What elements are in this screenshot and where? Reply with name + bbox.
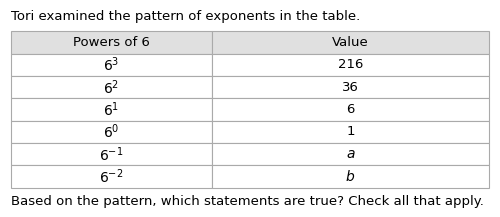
Text: 1: 1 [346, 125, 354, 138]
Text: $\mathit{b}$: $\mathit{b}$ [346, 169, 356, 184]
Bar [11, 76, 212, 99]
Text: $6^{-2}$: $6^{-2}$ [99, 167, 124, 186]
Bar [212, 165, 489, 188]
Bar [212, 143, 489, 165]
Bar [11, 31, 212, 54]
Text: $6^{3}$: $6^{3}$ [103, 56, 120, 74]
Text: $6^{2}$: $6^{2}$ [104, 78, 120, 97]
Text: 6: 6 [346, 103, 354, 116]
Bar [212, 76, 489, 99]
Bar [11, 54, 212, 76]
Text: Powers of 6: Powers of 6 [73, 36, 150, 49]
Text: $6^{-1}$: $6^{-1}$ [99, 145, 124, 164]
Bar [212, 31, 489, 54]
Text: $6^{1}$: $6^{1}$ [104, 100, 120, 119]
Bar [212, 121, 489, 143]
Text: $6^{0}$: $6^{0}$ [103, 123, 120, 141]
Bar [11, 143, 212, 165]
Bar [11, 99, 212, 121]
Text: 216: 216 [338, 58, 363, 71]
Text: Value: Value [332, 36, 369, 49]
Text: Tori examined the pattern of exponents in the table.: Tori examined the pattern of exponents i… [11, 10, 360, 23]
Bar [212, 99, 489, 121]
Bar [212, 54, 489, 76]
Text: 36: 36 [342, 81, 359, 94]
Bar [11, 165, 212, 188]
Bar [11, 121, 212, 143]
Text: Based on the pattern, which statements are true? Check all that apply.: Based on the pattern, which statements a… [11, 195, 484, 208]
Text: $\mathit{a}$: $\mathit{a}$ [346, 147, 355, 161]
